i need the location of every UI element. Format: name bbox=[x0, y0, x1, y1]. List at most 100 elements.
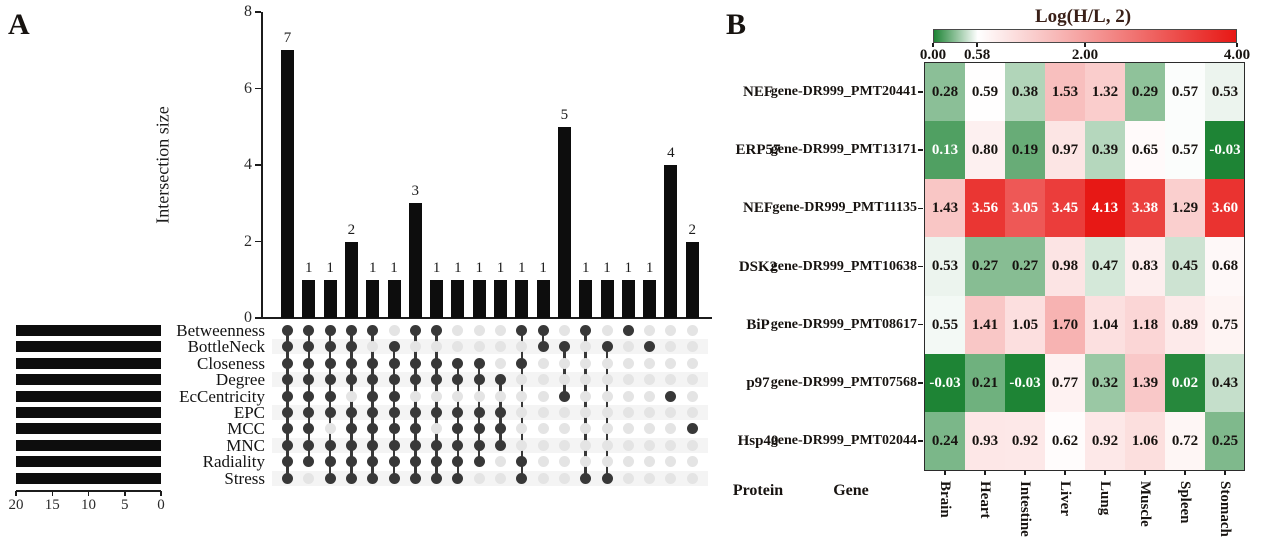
matrix-dot-empty bbox=[452, 325, 464, 336]
y-axis-tick bbox=[255, 164, 261, 166]
matrix-dot-empty bbox=[580, 423, 592, 435]
matrix-dot-filled bbox=[495, 407, 506, 418]
set-size-axis-tick bbox=[87, 491, 90, 496]
tissue-label: Stomach bbox=[1217, 481, 1233, 537]
matrix-dot-empty bbox=[495, 456, 506, 468]
matrix-dot-filled bbox=[303, 407, 315, 418]
set-size-bar bbox=[16, 407, 161, 418]
matrix-dot-empty bbox=[495, 325, 506, 336]
intersection-bar bbox=[366, 279, 380, 318]
heatmap-cell: 0.92 bbox=[1085, 411, 1125, 471]
matrix-dot-empty bbox=[601, 423, 613, 435]
matrix-dot-filled bbox=[516, 472, 528, 484]
heatmap-cell: 0.28 bbox=[925, 63, 965, 122]
protein-label: NEF bbox=[743, 200, 773, 217]
matrix-dot-filled bbox=[324, 374, 336, 386]
heatmap-cell: 0.65 bbox=[1125, 121, 1165, 180]
intersection-size-label: 1 bbox=[603, 259, 611, 276]
matrix-dot-filled bbox=[388, 390, 400, 402]
intersection-size-label: 1 bbox=[368, 259, 377, 276]
matrix-dot-filled bbox=[282, 439, 293, 451]
matrix-dot-empty bbox=[644, 374, 656, 386]
matrix-dot-empty bbox=[516, 374, 528, 386]
matrix-dot-filled bbox=[282, 390, 293, 402]
heatmap-cell: 0.77 bbox=[1045, 353, 1085, 412]
matrix-dot-filled bbox=[324, 357, 336, 369]
heatmap-cell: 0.57 bbox=[1165, 63, 1205, 122]
tissue-label: Heart bbox=[977, 481, 993, 519]
matrix-dot-filled bbox=[601, 472, 613, 484]
matrix-connector-line bbox=[456, 363, 460, 479]
matrix-dot-filled bbox=[345, 341, 357, 353]
column-tick bbox=[1224, 470, 1226, 476]
matrix-dot-empty bbox=[558, 374, 570, 386]
matrix-row-stripe bbox=[272, 437, 708, 453]
heatmap-cell: 1.04 bbox=[1085, 295, 1125, 354]
matrix-dot-empty bbox=[473, 325, 485, 336]
matrix-dot-filled bbox=[367, 374, 379, 386]
y-axis-line bbox=[261, 12, 263, 318]
matrix-dot-filled bbox=[388, 341, 400, 353]
set-size-tick-label: 20 bbox=[8, 497, 24, 513]
matrix-dot-empty bbox=[516, 423, 528, 435]
row-tick bbox=[918, 149, 923, 151]
matrix-dot-filled bbox=[686, 423, 698, 435]
matrix-dot-empty bbox=[495, 341, 506, 353]
matrix-dot-empty bbox=[580, 407, 592, 418]
matrix-dot-filled bbox=[452, 472, 464, 484]
heatmap-cell: 1.05 bbox=[1005, 295, 1045, 354]
heatmap-cell: 0.29 bbox=[1125, 63, 1165, 122]
matrix-dot-filled bbox=[516, 357, 528, 369]
set-label: MCC bbox=[227, 419, 265, 439]
row-tick bbox=[918, 91, 923, 93]
matrix-dot-empty bbox=[686, 472, 698, 484]
matrix-dot-filled bbox=[367, 390, 379, 402]
matrix-dot-empty bbox=[686, 374, 698, 386]
legend-tick bbox=[1084, 43, 1086, 47]
heatmap-cell: 3.38 bbox=[1125, 179, 1165, 238]
matrix-dot-filled bbox=[473, 456, 485, 468]
matrix-dot-empty bbox=[622, 439, 634, 451]
matrix-connector-line bbox=[584, 330, 587, 479]
matrix-dot-filled bbox=[580, 472, 592, 484]
y-axis-tick bbox=[255, 240, 261, 243]
set-label: BottleNeck bbox=[187, 337, 265, 357]
set-size-tick-label: 0 bbox=[157, 497, 165, 513]
heatmap-cell: 0.68 bbox=[1205, 237, 1245, 296]
intersection-size-label: 1 bbox=[518, 259, 526, 276]
panel-label-a: A bbox=[8, 8, 30, 41]
gene-label: gene-DR999_PMT11135 bbox=[772, 200, 917, 216]
gene-label: gene-DR999_PMT07568 bbox=[770, 374, 917, 390]
legend-gradient-bar bbox=[933, 29, 1237, 43]
heatmap-cell: 1.43 bbox=[925, 179, 965, 238]
matrix-dot-filled bbox=[303, 423, 315, 435]
column-tick bbox=[984, 470, 986, 476]
matrix-dot-filled bbox=[282, 407, 293, 418]
tissue-label: Lung bbox=[1097, 481, 1113, 516]
matrix-dot-filled bbox=[282, 423, 293, 435]
intersection-bar bbox=[515, 279, 529, 318]
matrix-dot-filled bbox=[409, 357, 421, 369]
matrix-dot-filled bbox=[495, 423, 506, 435]
matrix-dot-filled bbox=[601, 341, 613, 353]
set-label: Stress bbox=[224, 468, 265, 488]
set-size-bar bbox=[16, 472, 161, 484]
matrix-dot-empty bbox=[537, 390, 549, 402]
matrix-dot-filled bbox=[367, 325, 379, 336]
matrix-dot-empty bbox=[622, 341, 634, 353]
matrix-dot-empty bbox=[601, 357, 613, 369]
set-size-bar bbox=[16, 390, 161, 402]
matrix-connector-line bbox=[435, 330, 438, 479]
y-axis-tick-label: 4 bbox=[244, 156, 252, 173]
matrix-dot-filled bbox=[409, 325, 421, 336]
tissue-label: Muscle bbox=[1137, 481, 1153, 527]
protein-column-header: Protein bbox=[732, 482, 784, 499]
matrix-dot-empty bbox=[558, 407, 570, 418]
matrix-dot-filled bbox=[367, 472, 379, 484]
matrix-dot-empty bbox=[473, 390, 485, 402]
matrix-dot-filled bbox=[324, 456, 336, 468]
matrix-dot-empty bbox=[580, 456, 592, 468]
heatmap-cell: 0.38 bbox=[1005, 63, 1045, 122]
matrix-dot-filled bbox=[345, 472, 357, 484]
